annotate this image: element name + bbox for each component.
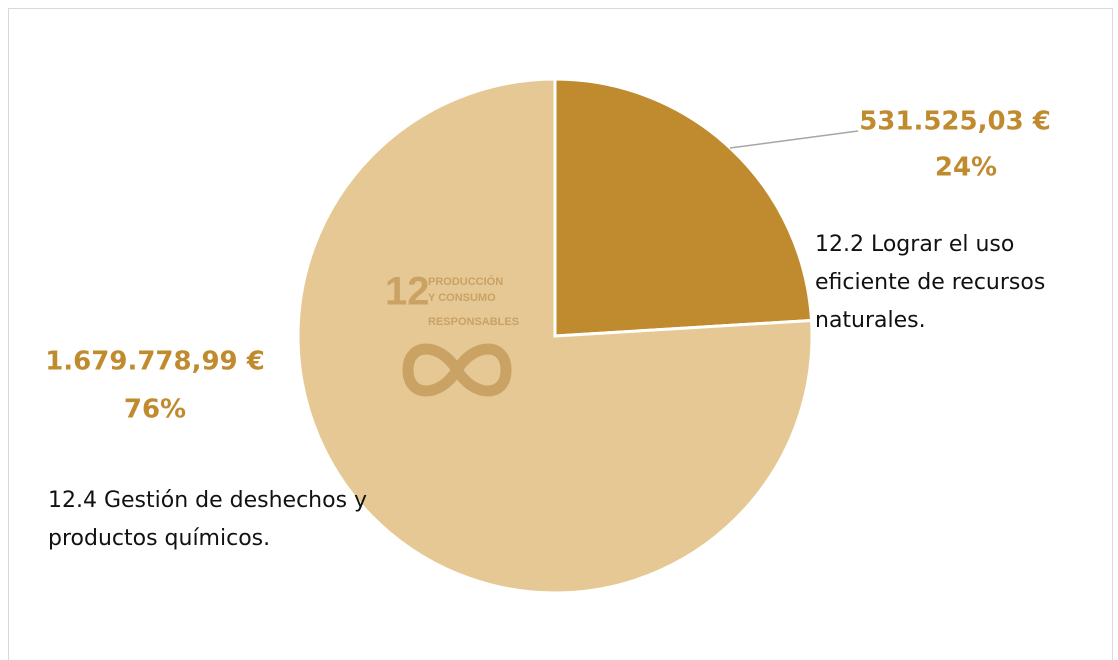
category-label: 12.4 Gestión de deshechos y productos qu… <box>48 488 368 551</box>
percent-label: 76% <box>124 395 186 425</box>
value-label: 531.525,03 € <box>859 107 1051 137</box>
logo-line: RESPONSABLES <box>428 316 519 328</box>
pie-slice <box>553 77 814 338</box>
logo-icon <box>402 343 512 397</box>
leader-line <box>729 130 859 149</box>
category-label: 12.2 Lograr el uso eficiente de recursos… <box>815 232 1046 333</box>
pie-slice <box>296 77 814 595</box>
frame <box>8 8 1113 660</box>
logo-line: Y CONSUMO <box>428 292 496 304</box>
logo-line: PRODUCCIÓN <box>428 275 503 288</box>
logo: 12 PRODUCCIÓN Y CONSUMO RESPONSABLES <box>385 270 519 397</box>
value-label: 1.679.778,99 € <box>45 347 265 377</box>
logo-number: 12 <box>385 270 430 314</box>
percent-label: 24% <box>935 153 997 183</box>
